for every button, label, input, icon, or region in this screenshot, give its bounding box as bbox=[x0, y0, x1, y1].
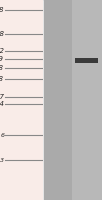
Text: 38: 38 bbox=[0, 65, 4, 71]
Text: 14: 14 bbox=[0, 101, 4, 107]
FancyBboxPatch shape bbox=[43, 0, 102, 200]
FancyBboxPatch shape bbox=[75, 58, 98, 63]
Text: 49: 49 bbox=[0, 56, 4, 62]
Text: 17: 17 bbox=[0, 94, 4, 100]
Text: 98: 98 bbox=[0, 31, 4, 37]
Text: 28: 28 bbox=[0, 76, 4, 82]
Text: 3: 3 bbox=[0, 158, 4, 163]
Text: 188: 188 bbox=[0, 7, 4, 13]
FancyBboxPatch shape bbox=[0, 0, 43, 200]
Text: 62: 62 bbox=[0, 48, 4, 54]
Text: 6: 6 bbox=[0, 133, 4, 138]
FancyBboxPatch shape bbox=[72, 0, 102, 200]
FancyBboxPatch shape bbox=[43, 0, 72, 200]
